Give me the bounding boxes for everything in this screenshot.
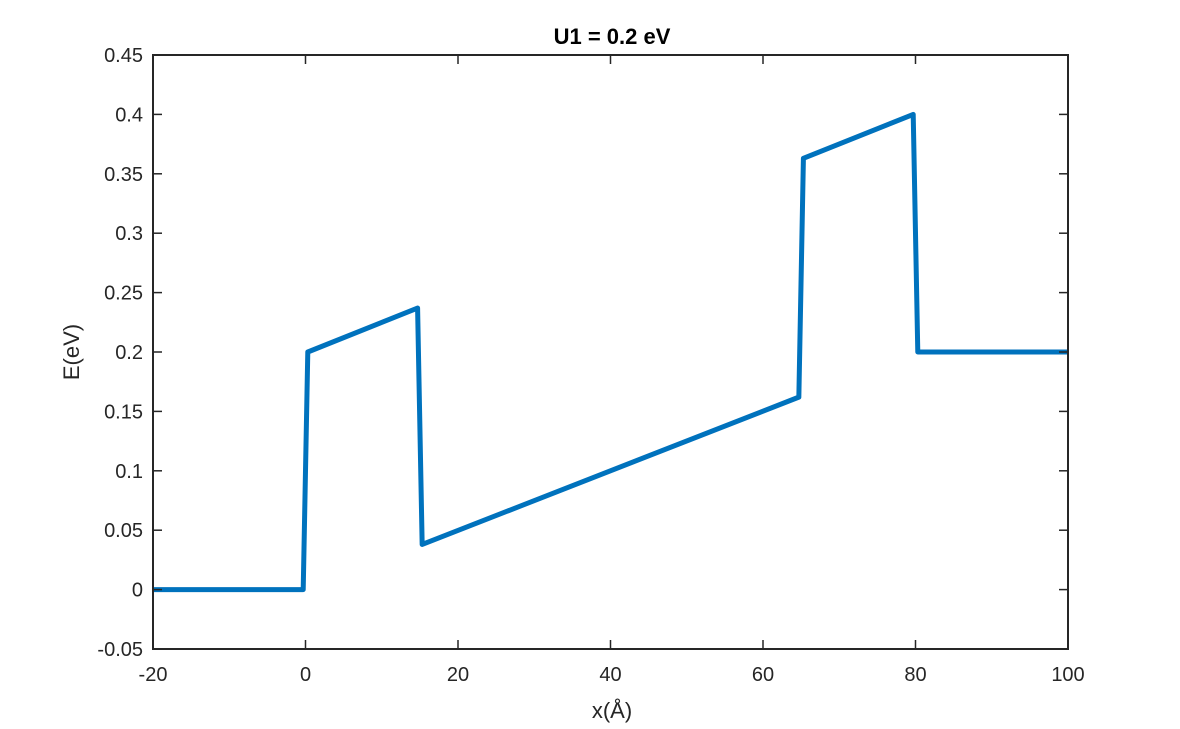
y-tick-label: 0.1 xyxy=(115,461,143,483)
y-tick-label: 0.45 xyxy=(104,45,143,67)
series-line-1 xyxy=(153,111,1068,593)
y-tick-label: 0.2 xyxy=(115,342,143,364)
x-tick-label: 20 xyxy=(447,664,469,686)
y-tick-label: 0.3 xyxy=(115,223,143,245)
y-tick-label: 0.25 xyxy=(104,283,143,305)
y-tick-label: 0 xyxy=(132,580,143,602)
series-layer xyxy=(153,111,1068,593)
x-tick-label: 60 xyxy=(752,664,774,686)
y-tick-label: 0.15 xyxy=(104,401,143,423)
chart-title: U1 = 0.2 eV xyxy=(554,24,671,49)
x-tick-label: 0 xyxy=(300,664,311,686)
y-tick-label: 0.4 xyxy=(115,104,143,126)
x-axis-ticks: -20 0 20 40 60 80 100 xyxy=(139,55,1085,686)
y-axis-ticks: -0.05 0 0.05 0.1 0.15 0.2 0.25 0.3 0.35 0.4 0.45 xyxy=(97,45,1068,661)
x-axis-label: x(Å) xyxy=(592,698,632,723)
y-tick-label: -0.05 xyxy=(97,639,143,661)
x-tick-label: -20 xyxy=(139,664,168,686)
y-axis-label: E(eV) xyxy=(59,324,84,380)
x-tick-label: 100 xyxy=(1051,664,1084,686)
x-tick-label: 80 xyxy=(904,664,926,686)
y-tick-label: 0.35 xyxy=(104,164,143,186)
y-tick-label: 0.05 xyxy=(104,520,143,542)
x-tick-label: 40 xyxy=(599,664,621,686)
